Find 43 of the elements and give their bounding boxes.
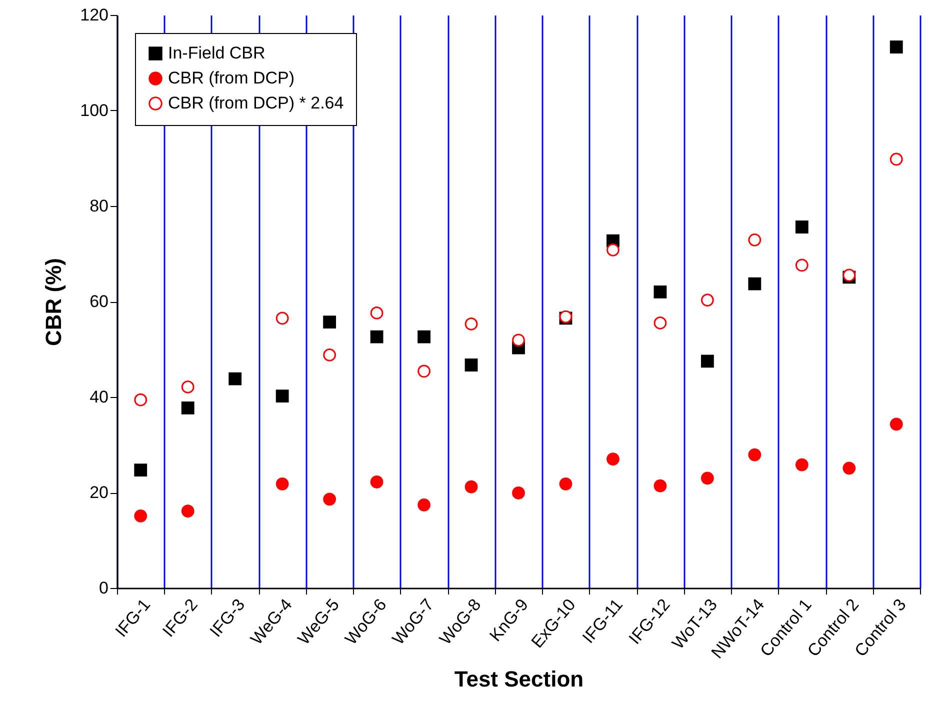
point xyxy=(842,462,856,475)
y-tick-label: 20 xyxy=(90,483,108,502)
x-axis-title: Test Section xyxy=(454,666,584,692)
point xyxy=(418,330,430,344)
point xyxy=(890,418,903,431)
y-tick-label: 80 xyxy=(90,196,108,216)
point xyxy=(323,316,336,328)
point xyxy=(464,358,478,372)
point xyxy=(370,476,384,488)
point xyxy=(748,448,762,462)
point xyxy=(512,486,525,500)
y-tick-label: 0 xyxy=(99,578,108,598)
point xyxy=(795,458,808,472)
y-tick-label: 100 xyxy=(80,101,108,120)
y-tick-label: 60 xyxy=(90,292,108,311)
point xyxy=(181,402,194,414)
point xyxy=(700,354,714,368)
point xyxy=(748,277,762,290)
point xyxy=(654,479,667,492)
point xyxy=(890,40,903,54)
point xyxy=(228,372,242,386)
point xyxy=(512,334,525,347)
legend-label: CBR (from DCP) * 2.64 xyxy=(168,94,344,112)
point xyxy=(323,492,336,506)
legend-label: In-Field CBR xyxy=(168,44,266,62)
y-axis-title: CBR (%) xyxy=(41,258,66,346)
point xyxy=(418,498,430,512)
point xyxy=(795,220,808,234)
y-tick-label: 120 xyxy=(80,6,108,24)
point xyxy=(654,286,667,298)
point xyxy=(464,480,478,494)
point xyxy=(276,390,289,402)
point xyxy=(559,477,572,490)
y-tick-label: 40 xyxy=(90,388,108,406)
legend-label: CBR (from DCP) xyxy=(168,68,295,88)
point xyxy=(370,330,384,344)
point xyxy=(134,509,148,522)
point xyxy=(700,472,714,485)
point xyxy=(181,504,194,518)
point xyxy=(606,243,620,256)
point xyxy=(276,477,289,490)
point xyxy=(606,452,620,466)
point xyxy=(134,464,148,477)
